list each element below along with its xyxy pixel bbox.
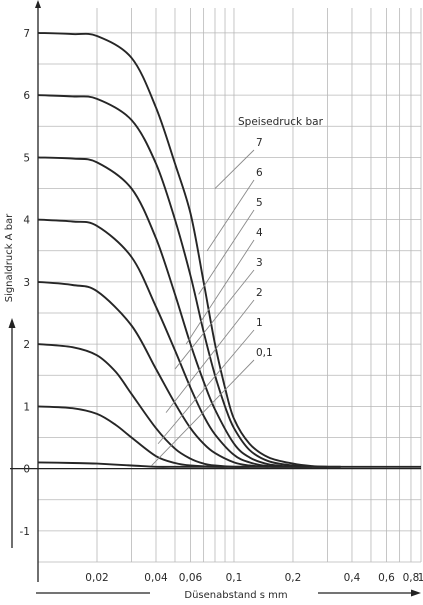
grid — [37, 8, 422, 563]
y-tick-label: 2 — [23, 339, 30, 351]
y-axis-arrow — [35, 0, 41, 8]
legend-label: 7 — [256, 137, 263, 149]
y-tick-label: 6 — [23, 90, 30, 102]
legend-title: Speisedruck bar — [238, 116, 324, 128]
legend-label: 1 — [256, 317, 263, 329]
legend-leader-line — [165, 299, 255, 413]
y-tick-label: 7 — [23, 28, 30, 40]
x-tick-label: 0,6 — [378, 572, 395, 584]
legend-label: 4 — [256, 227, 263, 239]
legend-leader-line — [198, 209, 255, 295]
x-tick-label: 1 — [418, 572, 423, 584]
x-axis-title: Düsenabstand s mm — [184, 590, 287, 601]
y-tick-label: 4 — [23, 215, 30, 227]
x-tick-label: 0,1 — [226, 572, 243, 584]
y-tick-label: 5 — [23, 152, 30, 164]
y-tick-label: 3 — [23, 277, 30, 289]
y-tick-label: -1 — [20, 526, 30, 538]
legend-leader-line — [185, 239, 255, 345]
y-axis-title: Signaldruck A bar — [4, 213, 15, 302]
x-tick-label: 0,4 — [344, 572, 361, 584]
series-line — [37, 461, 421, 468]
legend-leader-line — [157, 329, 255, 445]
legend-leader-line — [206, 179, 255, 252]
x-tick-label: 0,8 — [403, 572, 420, 584]
x-tick-label: 0,06 — [179, 572, 203, 584]
legend-label: 6 — [256, 167, 263, 179]
legend-leader-line — [151, 359, 255, 466]
legend-label: 0,1 — [256, 347, 273, 359]
axes — [8, 0, 421, 597]
legend-label: 5 — [256, 197, 263, 209]
series-line — [37, 280, 294, 468]
x-tick-label: 0,04 — [144, 572, 168, 584]
legend-leader-line — [214, 149, 255, 189]
series-curves — [37, 31, 421, 468]
legend-label: 2 — [256, 287, 263, 299]
legend: Speisedruck bar 7 6 5 4 3 2 1 0,1 — [151, 116, 324, 466]
legend-leader-line — [174, 269, 255, 370]
x-tick-label: 0,02 — [85, 572, 108, 584]
legend-label: 3 — [256, 257, 263, 269]
x-tick-label: 0,2 — [285, 572, 302, 584]
x-axis-arrow-head — [411, 589, 421, 597]
series-line — [37, 31, 341, 468]
y-axis-title-arrow-head — [8, 318, 16, 328]
y-tick-label: 1 — [23, 401, 30, 413]
series-line — [37, 156, 328, 468]
series-line — [37, 94, 341, 468]
y-tick-label: 0 — [23, 464, 30, 476]
